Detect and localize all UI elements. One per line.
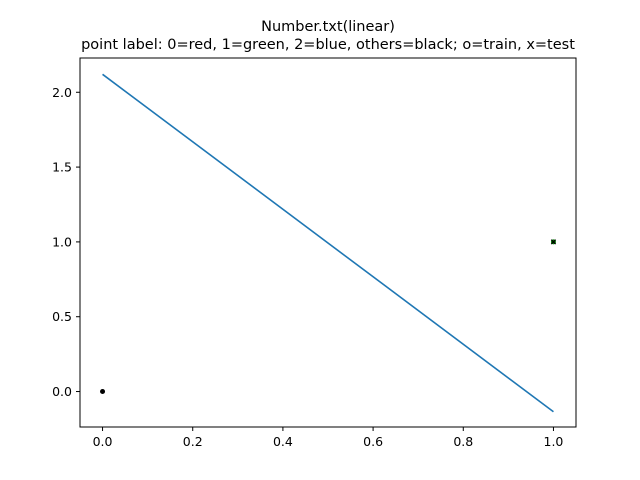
x-axis: 0.0 0.2 0.4 0.6 0.8 1.0: [93, 427, 564, 449]
chart-subtitle: point label: 0=red, 1=green, 2=blue, oth…: [81, 37, 575, 53]
x-tick-label: 0.4: [273, 434, 293, 449]
x-tick-label: 0.8: [453, 434, 473, 449]
y-tick-label: 0.0: [52, 384, 72, 399]
y-tick-label: 2.0: [52, 85, 72, 100]
x-tick-label: 0.0: [93, 434, 113, 449]
y-tick-label: 1.0: [52, 234, 72, 249]
y-axis: 0.0 0.5 1.0 1.5 2.0: [52, 85, 80, 399]
points-layer: [100, 239, 557, 395]
x-tick-label: 1.0: [544, 434, 564, 449]
test-point-2: [550, 239, 557, 245]
train-point-0: [100, 389, 106, 395]
chart-title: Number.txt(linear): [261, 19, 395, 35]
test-point-stroke: [550, 239, 557, 245]
series-layer: [102, 73, 554, 413]
x-tick-label: 0.6: [363, 434, 383, 449]
y-tick-label: 1.5: [52, 160, 72, 175]
regression-line: [102, 73, 554, 413]
x-tick-label: 0.2: [183, 434, 203, 449]
y-tick-label: 0.5: [52, 309, 72, 324]
